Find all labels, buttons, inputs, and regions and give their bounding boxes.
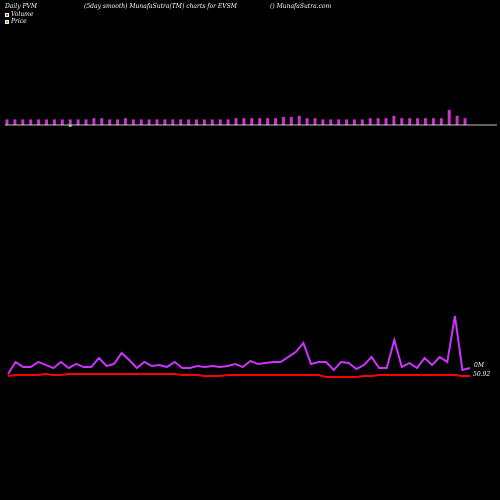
volume-bar — [447, 109, 451, 125]
volume-bars — [5, 109, 467, 127]
volume-bar — [131, 119, 135, 125]
volume-bar — [439, 118, 443, 125]
volume-bar — [392, 115, 396, 125]
volume-bar — [266, 118, 270, 125]
volume-bar — [60, 119, 64, 125]
volume-bar — [384, 118, 388, 125]
legend-volume: Volume — [5, 11, 33, 18]
volume-bar — [376, 118, 380, 125]
legend-price: Price — [5, 18, 27, 25]
volume-bar — [195, 119, 198, 125]
volume-bar — [408, 118, 412, 125]
volume-bar — [68, 119, 72, 125]
volume-bar — [234, 118, 238, 125]
volume-bar — [100, 118, 104, 125]
volume-bar — [171, 119, 175, 125]
volume-bar — [187, 119, 191, 125]
volume-bar — [250, 118, 254, 125]
volume-bar — [305, 118, 309, 125]
volume-bar — [123, 118, 127, 125]
volume-bar — [345, 119, 349, 125]
chart-header-left: Daily PVM — [5, 3, 38, 10]
legend-price-swatch — [5, 19, 9, 24]
volume-bar — [226, 119, 230, 125]
volume-bar — [242, 118, 246, 125]
volume-bar — [147, 119, 151, 125]
volume-bar — [210, 119, 214, 125]
chart-header-title: (5day smooth) MunafaSutra(TM) charts for… — [84, 3, 237, 10]
volume-bar — [352, 119, 356, 125]
volume-bar — [45, 119, 48, 125]
volume-axis-label: 0M — [474, 362, 485, 369]
legend-volume-swatch — [5, 12, 9, 17]
volume-bar — [463, 118, 467, 125]
volume-bar — [455, 115, 459, 125]
volume-bar — [84, 119, 88, 125]
volume-bar — [52, 119, 56, 125]
volume-bar — [5, 119, 9, 125]
volume-bar — [337, 119, 341, 125]
volume-bar — [21, 119, 25, 125]
volume-bar — [37, 119, 41, 125]
volume-bar — [400, 118, 404, 125]
price-axis-label: 50.92 — [473, 371, 490, 378]
volume-bar — [116, 119, 120, 125]
volume-bar — [313, 118, 317, 125]
volume-bar — [289, 117, 293, 125]
volume-bar — [155, 119, 159, 125]
volume-bar — [297, 115, 301, 125]
volume-bar — [329, 119, 333, 125]
volume-bar-down-marker — [68, 125, 72, 127]
volume-bar — [360, 119, 364, 125]
volume-bar — [431, 118, 435, 125]
chart-header-source: () MunafaSutra.com — [270, 3, 332, 10]
volume-bar — [258, 118, 262, 125]
volume-bar — [179, 119, 183, 125]
volume-bar — [13, 119, 17, 125]
volume-bar — [139, 119, 143, 125]
price-series-line — [7, 372, 470, 378]
volume-bar — [416, 118, 420, 125]
volume-bar — [92, 118, 96, 125]
volume-bar — [274, 118, 277, 125]
volume-bar — [368, 118, 372, 125]
volume-bar — [424, 118, 427, 125]
legend-price-label: Price — [11, 18, 27, 25]
volume-bar — [202, 119, 206, 125]
volume-bar — [281, 117, 285, 125]
volume-bar — [29, 119, 33, 125]
volume-bar — [163, 119, 167, 125]
volume-bar — [321, 119, 325, 125]
volume-bar — [108, 119, 112, 125]
volume-bar — [76, 119, 80, 125]
volume-bar — [218, 119, 222, 125]
legend-volume-label: Volume — [11, 11, 34, 18]
volume-series-line — [7, 315, 471, 375]
